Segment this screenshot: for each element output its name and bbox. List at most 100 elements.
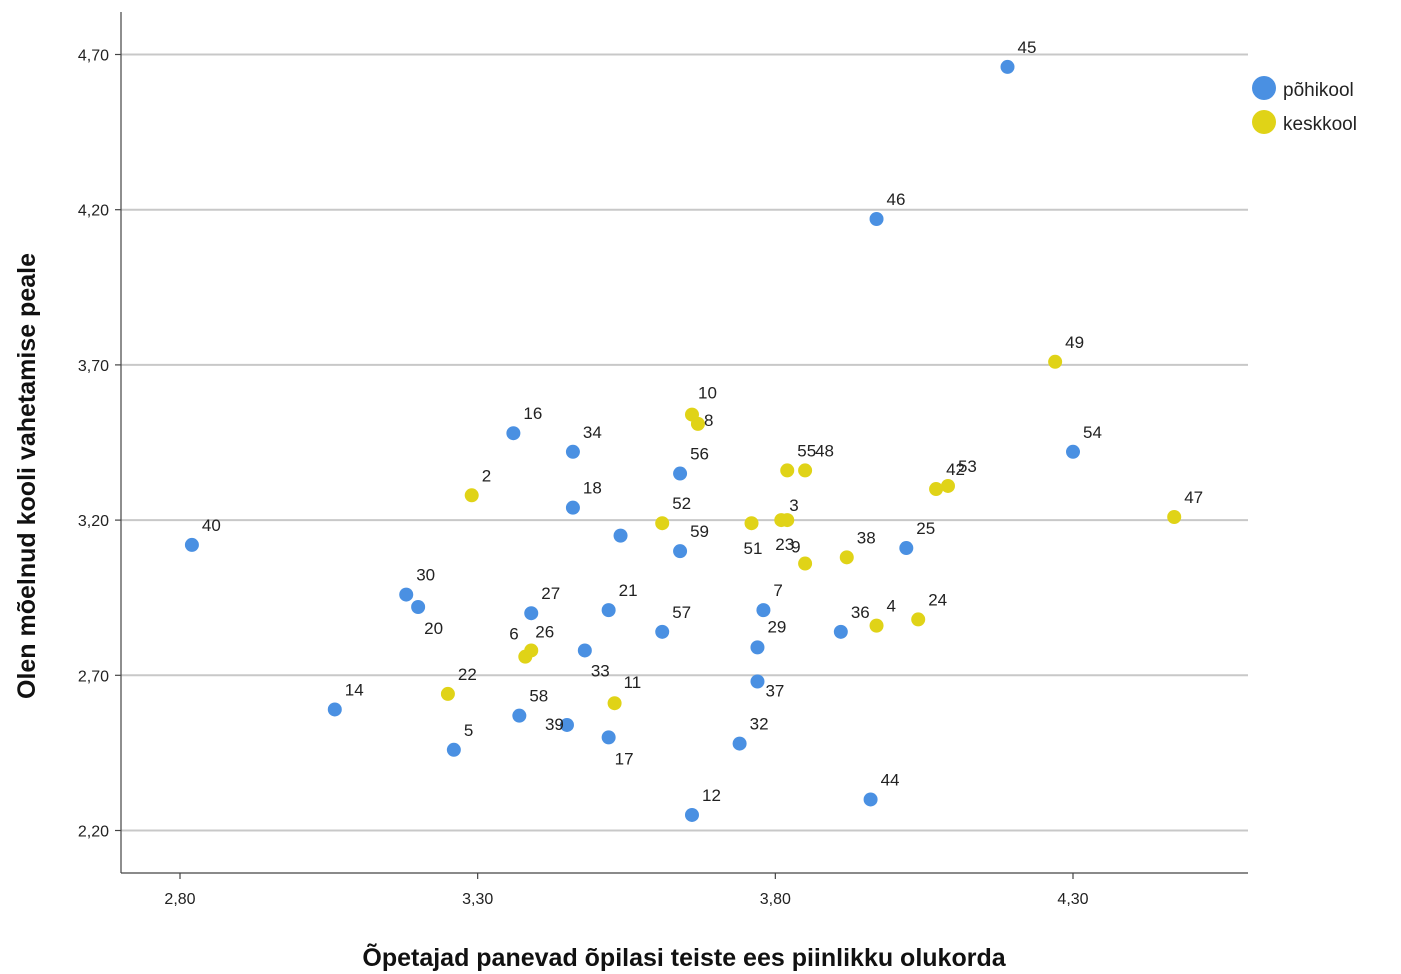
x-axis-title: Õpetajad panevad õpilasi teiste ees piin… [362,942,1006,972]
data-point [798,463,813,478]
data-point [1167,509,1182,524]
data-point [565,444,580,459]
point-label: 8 [704,411,713,430]
data-point [601,730,616,745]
data-point [440,686,455,701]
point-label: 26 [535,622,554,641]
data-point [798,556,813,571]
point-label: 23 [775,535,794,554]
point-label: 25 [916,519,935,538]
point-label: 49 [1065,333,1084,352]
data-point [411,600,426,615]
y-tick-label: 2,20 [78,824,109,841]
point-label: 55 [797,441,816,460]
point-label: 37 [765,682,784,701]
point-label: 10 [698,384,717,403]
y-tick-label: 4,20 [78,203,109,220]
point-label: 45 [1018,38,1037,57]
data-point [1000,59,1015,74]
data-point [756,603,771,618]
point-label: 11 [624,673,642,692]
data-point [1048,354,1063,369]
data-point [559,717,574,732]
data-point [524,643,539,658]
data-point [690,416,705,431]
data-point [464,488,479,503]
y-axis-ticks: 2,20 2,70 3,20 3,70 4,20 4,70 [78,48,121,841]
data-point [899,541,914,556]
point-label: 48 [815,441,834,460]
point-label: 30 [416,566,435,585]
data-point [780,513,795,528]
data-point [1066,444,1080,459]
point-label: 40 [202,516,221,535]
point-label: 12 [702,786,721,805]
point-label: 46 [887,190,906,209]
point-label: 59 [690,522,709,541]
data-point [833,624,848,639]
data-point [512,708,527,723]
point-label: 17 [615,749,634,768]
data-point [929,482,944,497]
data-points [184,59,1182,822]
data-point [940,478,955,493]
data-point [780,463,795,478]
y-tick-label: 3,20 [78,513,109,530]
point-label: 56 [690,445,709,464]
point-label: 4 [887,597,896,616]
x-tick-label: 4,30 [1057,891,1088,908]
point-label: 38 [857,528,876,547]
point-label: 42 [946,460,965,479]
y-tick-label: 3,70 [78,358,109,375]
point-label: 18 [583,479,602,498]
y-tick-label: 4,70 [78,48,109,65]
data-point [869,212,884,227]
data-point [750,640,765,655]
data-point [750,674,765,689]
data-point [399,587,414,602]
data-point [613,528,628,543]
data-point [684,807,699,822]
data-point [839,550,854,565]
point-label: 6 [509,625,518,644]
data-point [869,618,884,633]
y-tick-label: 2,70 [78,668,109,685]
point-label: 27 [541,584,560,603]
point-label: 34 [583,423,602,442]
data-point [446,742,461,757]
legend-marker-keskkool [1252,110,1276,134]
data-point [524,606,539,621]
point-label: 47 [1184,488,1203,507]
data-point [863,792,878,807]
point-label: 20 [424,619,443,638]
data-point [327,702,342,717]
data-point [911,612,926,627]
data-point [607,696,622,711]
point-label: 33 [591,661,610,680]
point-label: 44 [881,770,900,789]
legend: põhikool keskkool [1252,76,1357,135]
data-point [732,736,747,751]
gridlines [121,53,1248,832]
point-label: 3 [789,496,798,515]
point-label: 5 [464,721,473,740]
point-label: 29 [767,617,786,636]
data-point [577,643,592,658]
data-point [565,500,580,515]
point-label: 24 [928,590,947,609]
point-label: 21 [619,581,638,600]
data-point [601,603,616,618]
point-label: 54 [1083,423,1102,442]
data-point [744,516,759,531]
legend-marker-pohikool [1252,76,1276,100]
point-label: 16 [523,404,542,423]
point-label: 14 [345,680,364,699]
point-label: 53 [958,457,977,476]
point-label: 2 [482,466,491,485]
point-label: 22 [458,665,477,684]
data-point [506,426,521,441]
x-axis-ticks: 2,80 3,30 3,80 4,30 [164,873,1089,908]
y-axis-title: Olen mõelnud kooli vahetamise peale [13,253,41,699]
